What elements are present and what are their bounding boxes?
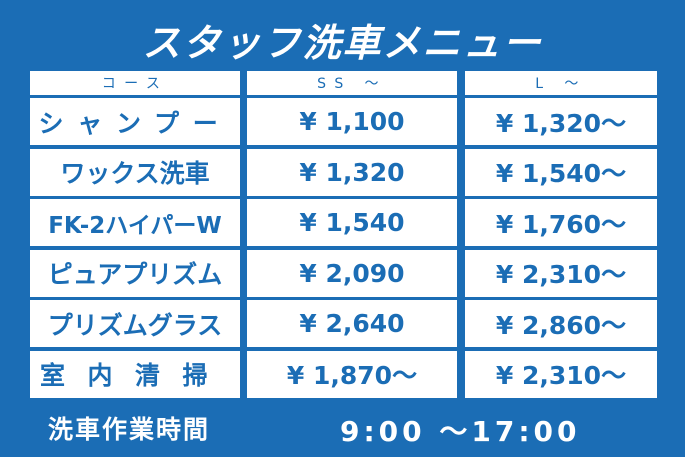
footer-label: 洗車作業時間 bbox=[48, 415, 211, 444]
column-header: SS ～ bbox=[247, 71, 457, 95]
course-name: プリズムグラス bbox=[30, 300, 240, 347]
course-name: ピュアプリズム bbox=[30, 249, 240, 297]
title: スタッフ洗車メニュー bbox=[142, 21, 543, 65]
price: ¥ 1,760～ bbox=[465, 199, 657, 246]
course-name: FK-2ハイパーW bbox=[30, 199, 240, 246]
price: ¥ 1,100 bbox=[247, 98, 457, 145]
price: ¥ 1,320 bbox=[247, 148, 457, 196]
column-header: コース bbox=[30, 71, 240, 95]
column-header: L ～ bbox=[465, 71, 657, 95]
price: ¥ 1,540～ bbox=[465, 148, 657, 196]
price: ¥ 2,090 bbox=[247, 249, 457, 297]
price: ¥ 2,310～ bbox=[465, 350, 657, 398]
footer-hours: 9:00 ～17:00 bbox=[340, 415, 581, 448]
course-name: シャンプー bbox=[30, 98, 240, 145]
course-name: ワックス洗車 bbox=[30, 148, 240, 196]
price: ¥ 1,870～ bbox=[247, 350, 457, 398]
price: ¥ 1,320～ bbox=[465, 98, 657, 145]
price: ¥ 2,640 bbox=[247, 300, 457, 347]
price: ¥ 2,860～ bbox=[465, 300, 657, 347]
course-name: 室内清掃 bbox=[30, 350, 240, 398]
price: ¥ 1,540 bbox=[247, 199, 457, 246]
price: ¥ 2,310～ bbox=[465, 249, 657, 297]
